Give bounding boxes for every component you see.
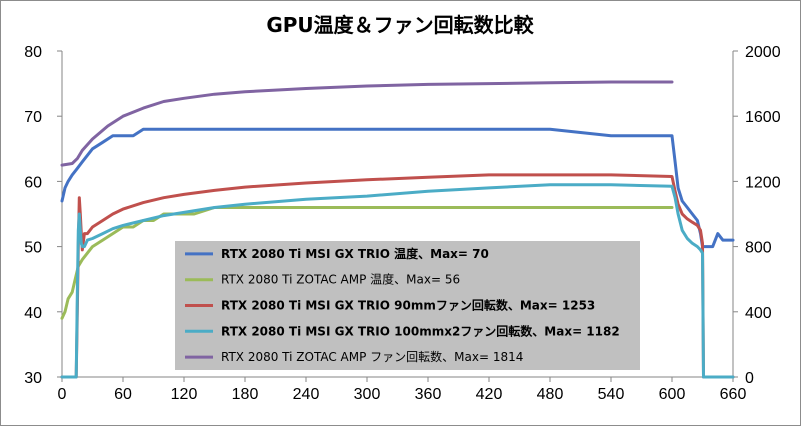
x-tick-label: 240	[293, 386, 320, 403]
series-line-4	[60, 80, 674, 167]
legend-label: RTX 2080 Ti MSI GX TRIO 90mmファン回転数、Max= …	[221, 298, 595, 313]
y2-tick-label: 2000	[745, 44, 781, 61]
legend-label: RTX 2080 Ti ZOTAC AMP 温度、Max= 56	[221, 272, 460, 287]
y-tick-label: 40	[24, 305, 42, 322]
x-tick-label: 120	[171, 386, 198, 403]
chart-title: GPU温度＆ファン回転数比較	[266, 13, 534, 37]
y2-tick-label: 400	[745, 305, 772, 322]
x-tick-label: 660	[720, 386, 747, 403]
x-tick-label: 180	[232, 386, 259, 403]
series-layer	[60, 80, 735, 379]
legend: RTX 2080 Ti MSI GX TRIO 温度、Max= 70 RTX 20…	[175, 241, 640, 370]
y-tick-label: 30	[24, 370, 42, 387]
x-tick-label: 480	[537, 386, 564, 403]
x-tick-label: 60	[114, 386, 132, 403]
y2-tick-label: 800	[745, 240, 772, 257]
series-line-3	[60, 183, 735, 379]
y-tick-label: 70	[24, 109, 42, 126]
legend-label: RTX 2080 Ti ZOTAC AMP ファン回転数、Max= 1814	[221, 349, 523, 364]
axes: 0 60 120 180 240 300 360 420 480 540 600 6608070605…	[24, 44, 780, 403]
y-tick-label: 60	[24, 174, 42, 191]
x-tick-label: 600	[659, 386, 686, 403]
series-line-0	[60, 127, 735, 249]
legend-box	[175, 241, 640, 370]
x-tick-label: 420	[476, 386, 503, 403]
y2-tick-label: 1200	[745, 174, 781, 191]
legend-label: RTX 2080 Ti MSI GX TRIO 温度、Max= 70	[221, 246, 489, 261]
legend-label: RTX 2080 Ti MSI GX TRIO 100mmx2ファン回転数、Ma…	[221, 323, 620, 338]
x-tick-label: 360	[415, 386, 442, 403]
x-tick-label: 0	[58, 386, 67, 403]
y2-tick-label: 0	[745, 370, 754, 387]
x-tick-label: 300	[354, 386, 381, 403]
y2-tick-label: 1600	[745, 109, 781, 126]
x-tick-label: 540	[598, 386, 625, 403]
y-tick-label: 80	[24, 44, 42, 61]
y-tick-label: 50	[24, 240, 42, 257]
